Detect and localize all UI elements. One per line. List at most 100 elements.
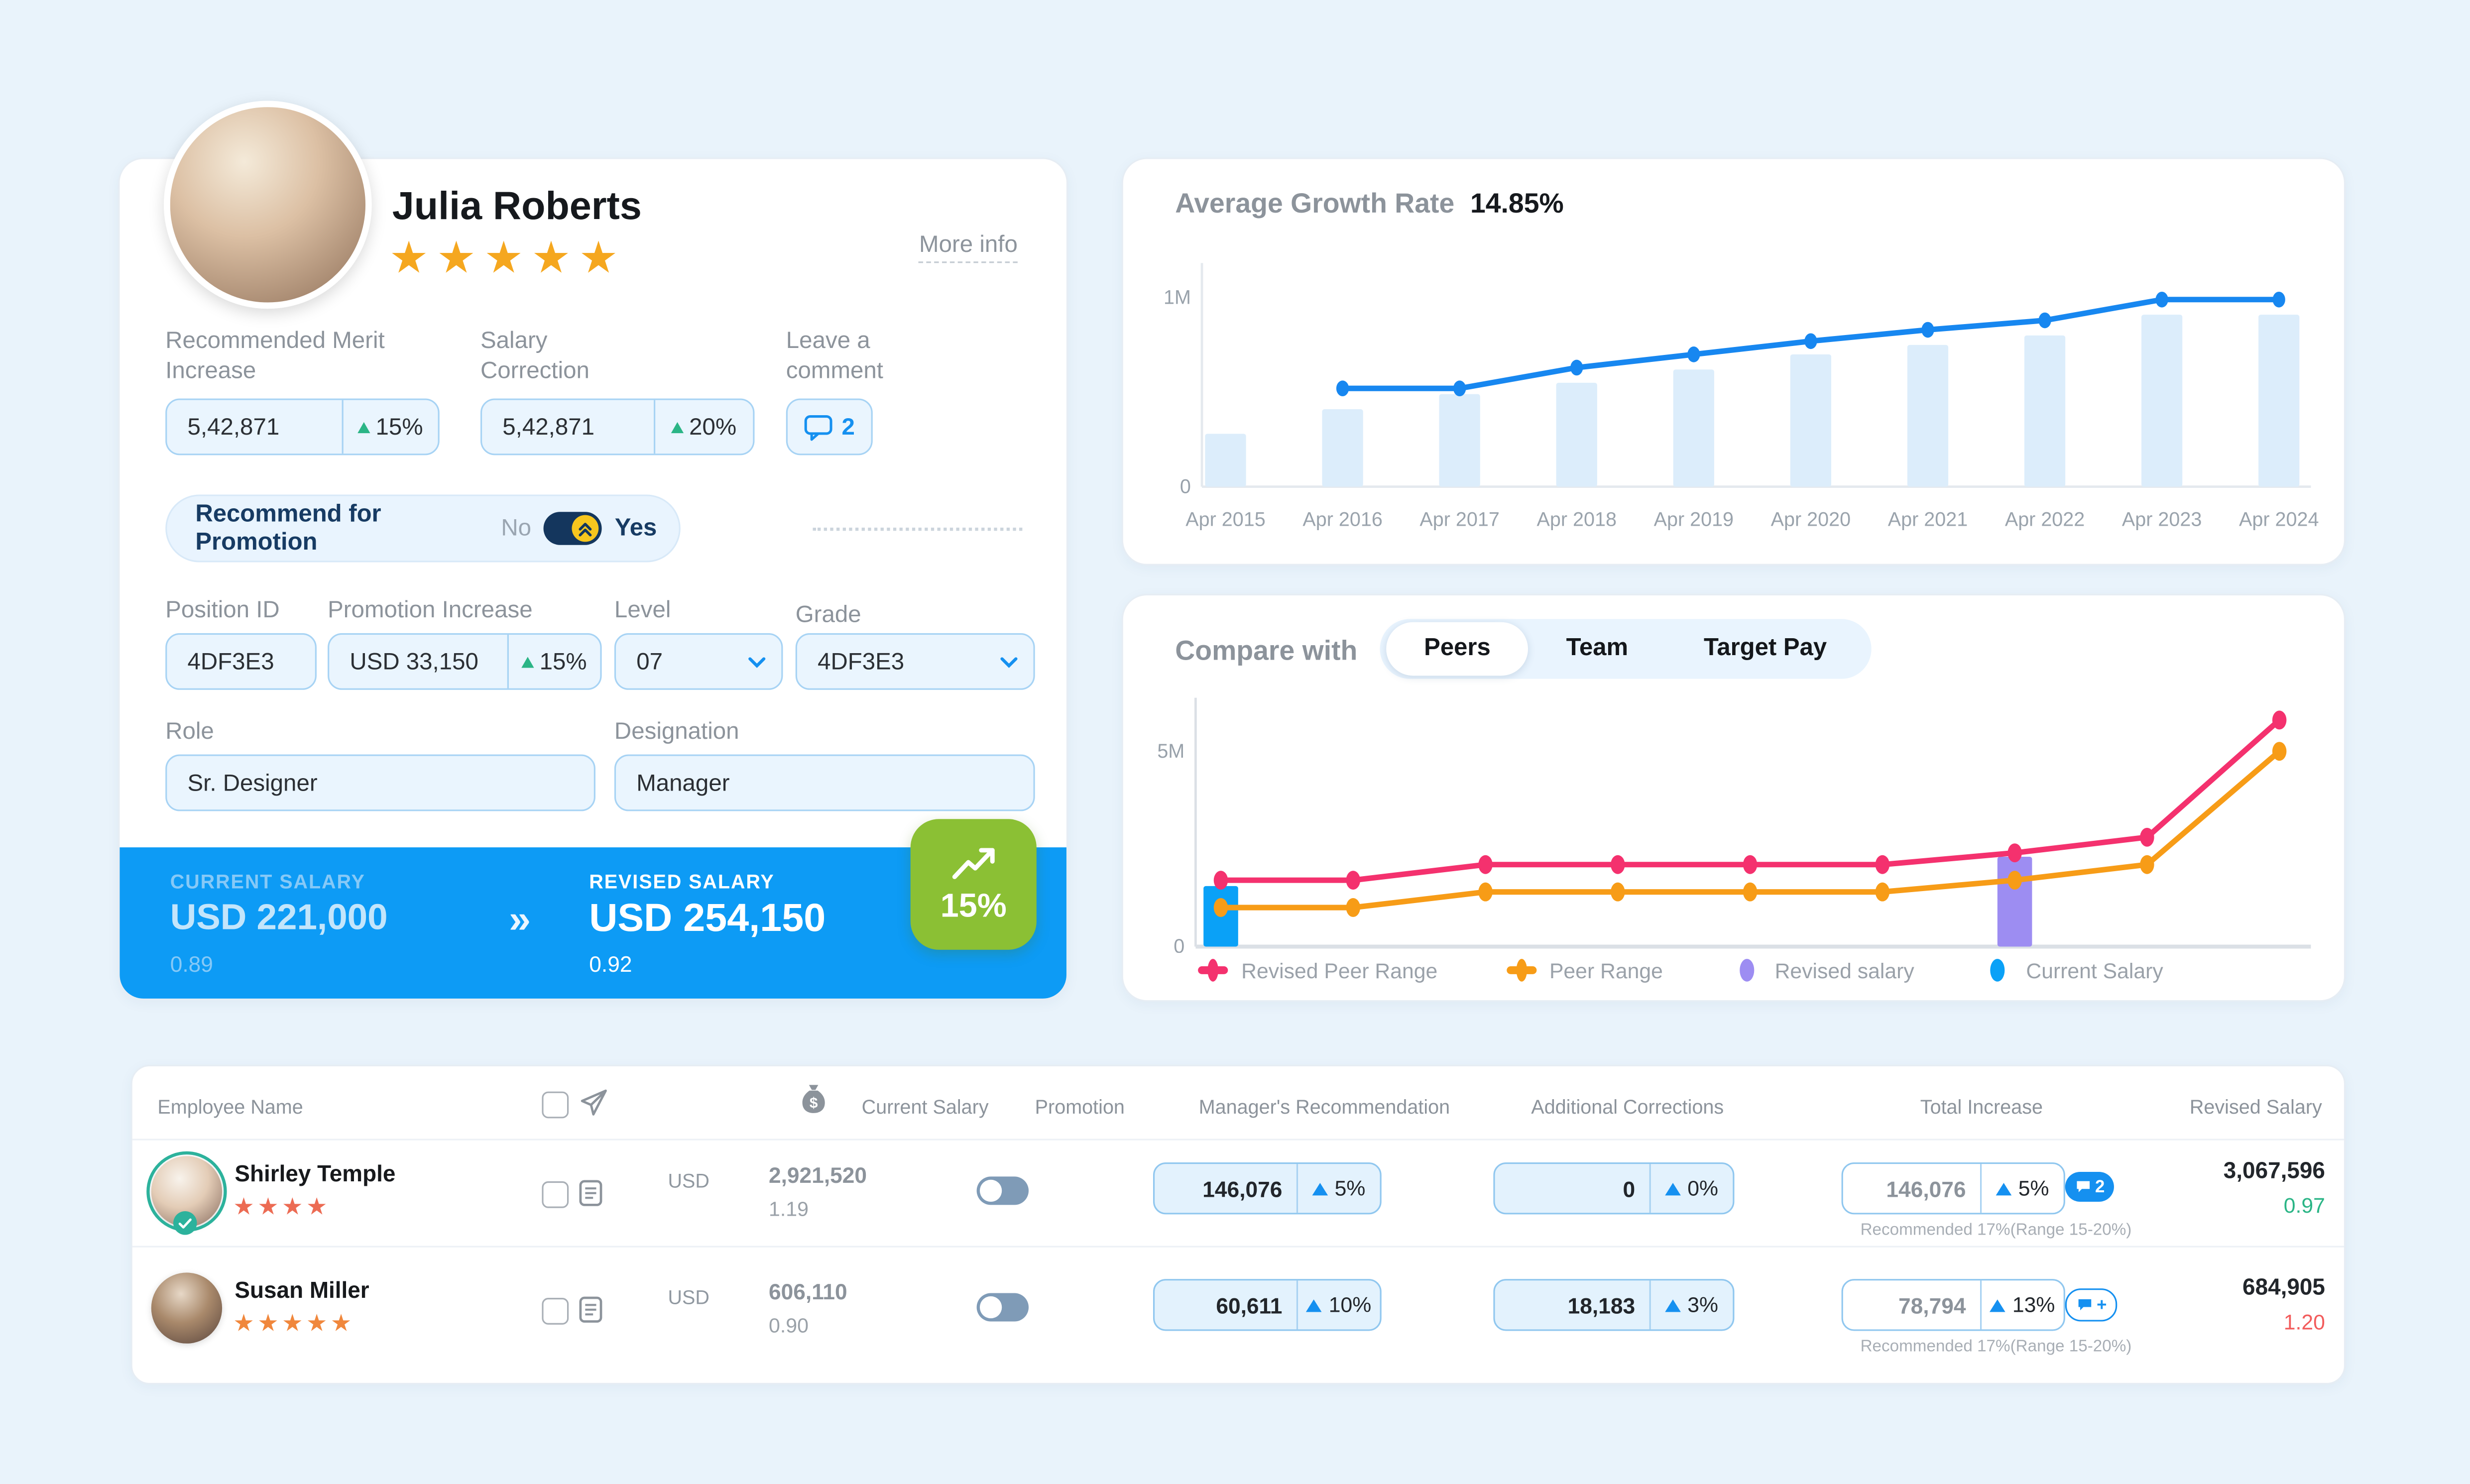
employee-name: Susan Miller	[235, 1279, 369, 1304]
arrow-up-icon	[1312, 1182, 1328, 1195]
position-id-value[interactable]: 4DF3E3	[187, 648, 274, 675]
additional-corrections-field[interactable]: 18,183 3%	[1493, 1279, 1735, 1331]
manager-recommendation-value[interactable]: 146,076	[1202, 1175, 1283, 1201]
send-icon[interactable]	[580, 1088, 608, 1117]
merit-increase-pct: 15%	[375, 413, 423, 441]
total-increase-pct: 5%	[2018, 1176, 2049, 1200]
dotted-divider	[813, 527, 1023, 531]
manager-recommendation-field[interactable]: 60,611 10%	[1153, 1279, 1382, 1331]
position-id-label: Position ID	[165, 597, 280, 624]
chart-legend: Revised Peer Range Peer Range Revised sala…	[1195, 956, 2163, 984]
comment-count-badge[interactable]: 2	[2065, 1171, 2115, 1202]
designation-field[interactable]: Manager	[614, 754, 1035, 811]
manager-recommendation-value[interactable]: 60,611	[1216, 1292, 1283, 1318]
svg-text:Apr 2016: Apr 2016	[1302, 509, 1382, 531]
add-comment-badge[interactable]: +	[2065, 1288, 2118, 1322]
promotion-toggle[interactable]	[544, 512, 602, 545]
currency: USD	[668, 1170, 710, 1193]
additional-corrections-value[interactable]: 0	[1623, 1175, 1636, 1201]
page-title: Julia Roberts	[392, 184, 642, 228]
manager-recommendation-field[interactable]: 146,076 5%	[1153, 1162, 1382, 1215]
promotion-toggle[interactable]	[976, 1293, 1029, 1322]
legend-marker-icon	[1739, 959, 1754, 982]
promotion-increase-field[interactable]: USD 33,150 15%	[328, 633, 602, 690]
row-checkbox[interactable]	[542, 1298, 569, 1325]
promotion-increase-label: Promotion Increase	[328, 597, 533, 624]
field-divider	[1296, 1280, 1298, 1330]
compa-ratio: 0.90	[768, 1313, 809, 1338]
recommend-promotion-pill: Recommend for Promotion No Yes	[165, 494, 681, 563]
position-id-field[interactable]: 4DF3E3	[165, 633, 317, 690]
money-bag-icon: $	[802, 1085, 825, 1113]
salary-correction-value[interactable]: 5,42,871	[502, 413, 595, 441]
svg-text:$: $	[810, 1095, 818, 1111]
table-row: Shirley Temple ★★★★ USD 2,921,520 1.19 1…	[132, 1139, 2344, 1248]
salary-correction-field[interactable]: 5,42,871 20%	[480, 398, 755, 456]
total-increase-field[interactable]: 146,076 5%	[1841, 1162, 2065, 1215]
promotion-toggle[interactable]	[976, 1176, 1029, 1205]
additional-corrections-value[interactable]: 18,183	[1567, 1292, 1636, 1318]
toggle-knob	[572, 515, 599, 542]
legend-marker-icon	[1198, 959, 1228, 982]
role-field[interactable]: Sr. Designer	[165, 754, 595, 811]
salary-correction-pct: 20%	[689, 413, 737, 441]
field-divider	[342, 400, 344, 454]
compare-tabs: Peers Team Target Pay	[1380, 619, 1871, 679]
merit-increase-field[interactable]: 5,42,871 15%	[165, 398, 440, 456]
row-checkbox[interactable]	[542, 1181, 569, 1208]
col-managers-recommendation: Manager's Recommendation	[1198, 1096, 1450, 1119]
revised-salary: 3,067,596	[2223, 1159, 2325, 1185]
toggle-yes-label: Yes	[614, 514, 657, 541]
revised-compa-ratio: 1.20	[2283, 1310, 2325, 1334]
legend-item: Revised Peer Range	[1195, 956, 1437, 984]
revised-salary-label: REVISED SALARY	[589, 871, 775, 893]
svg-text:Apr 2021: Apr 2021	[1888, 509, 1968, 531]
revised-compa-ratio: 0.92	[589, 951, 632, 977]
increase-pct: 15%	[940, 887, 1007, 924]
tab-team[interactable]: Team	[1566, 635, 1629, 662]
salary-correction-label: Salary Correction	[480, 328, 589, 384]
current-salary: 606,110	[768, 1279, 847, 1304]
total-increase-value[interactable]: 78,794	[1898, 1292, 1966, 1318]
document-icon[interactable]	[578, 1295, 603, 1325]
current-salary: 2,921,520	[768, 1162, 867, 1188]
svg-text:1M: 1M	[1164, 287, 1191, 309]
compa-ratio: 1.19	[768, 1197, 809, 1221]
more-info-link[interactable]: More info	[919, 231, 1018, 263]
svg-text:5M: 5M	[1157, 740, 1184, 762]
tab-peers[interactable]: Peers	[1386, 622, 1529, 676]
legend-item: Revised salary	[1729, 956, 1914, 984]
total-increase-value[interactable]: 146,076	[1886, 1175, 1966, 1201]
rating-stars: ★★★★★	[233, 1310, 355, 1338]
avatar	[151, 1272, 223, 1344]
field-divider	[1980, 1164, 1982, 1213]
salary-banner: CURRENT SALARY USD 221,000 0.89 » REVISE…	[119, 819, 1066, 999]
legend-label: Revised salary	[1774, 958, 1914, 982]
select-all-checkbox[interactable]	[542, 1091, 569, 1119]
table-row: Susan Miller ★★★★★ USD 606,110 0.90 60,6…	[132, 1246, 2344, 1381]
merit-increase-value[interactable]: 5,42,871	[187, 413, 280, 441]
promotion-increase-value[interactable]: USD 33,150	[350, 648, 478, 675]
avatar	[164, 101, 372, 309]
arrow-up-icon	[1665, 1298, 1681, 1311]
grade-select[interactable]: 4DF3E3	[795, 633, 1035, 690]
toggle-knob	[979, 1179, 1002, 1202]
current-salary-label: CURRENT SALARY	[170, 871, 365, 893]
tab-target-pay[interactable]: Target Pay	[1704, 635, 1827, 662]
total-increase-field[interactable]: 78,794 13%	[1841, 1279, 2065, 1331]
level-select[interactable]: 07	[614, 633, 783, 690]
comment-button[interactable]: 2	[786, 398, 873, 456]
additional-corrections-pct: 3%	[1687, 1293, 1719, 1317]
toggle-knob	[979, 1296, 1002, 1319]
additional-corrections-field[interactable]: 0 0%	[1493, 1162, 1735, 1215]
employee-name: Shirley Temple	[235, 1162, 396, 1188]
svg-text:Apr 2024: Apr 2024	[2239, 509, 2319, 531]
role-value[interactable]: Sr. Designer	[187, 769, 318, 797]
revised-salary: 684,905	[2242, 1275, 2325, 1301]
document-icon[interactable]	[578, 1178, 603, 1208]
designation-value[interactable]: Manager	[636, 769, 730, 797]
manager-recommendation-pct: 10%	[1328, 1293, 1372, 1317]
svg-text:Apr 2022: Apr 2022	[2005, 509, 2085, 531]
legend-label: Current Salary	[2026, 958, 2163, 982]
